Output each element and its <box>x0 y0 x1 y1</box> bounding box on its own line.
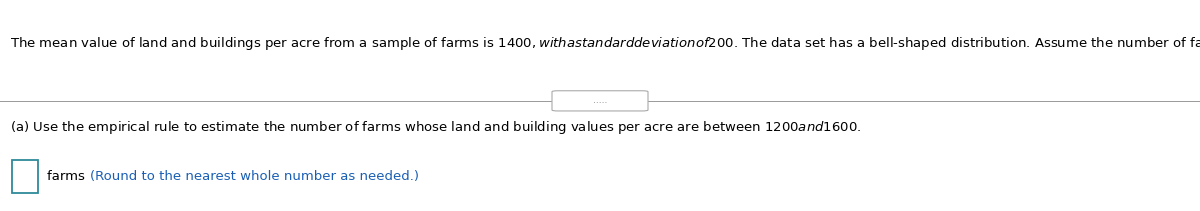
Text: farms: farms <box>47 170 89 183</box>
FancyBboxPatch shape <box>12 160 38 193</box>
Text: (a) Use the empirical rule to estimate the number of farms whose land and buildi: (a) Use the empirical rule to estimate t… <box>10 119 860 136</box>
FancyBboxPatch shape <box>552 91 648 111</box>
Text: The mean value of land and buildings per acre from a sample of farms is $1400, w: The mean value of land and buildings per… <box>10 35 1200 52</box>
Text: .....: ..... <box>593 96 607 105</box>
Text: (Round to the nearest whole number as needed.): (Round to the nearest whole number as ne… <box>90 170 419 183</box>
